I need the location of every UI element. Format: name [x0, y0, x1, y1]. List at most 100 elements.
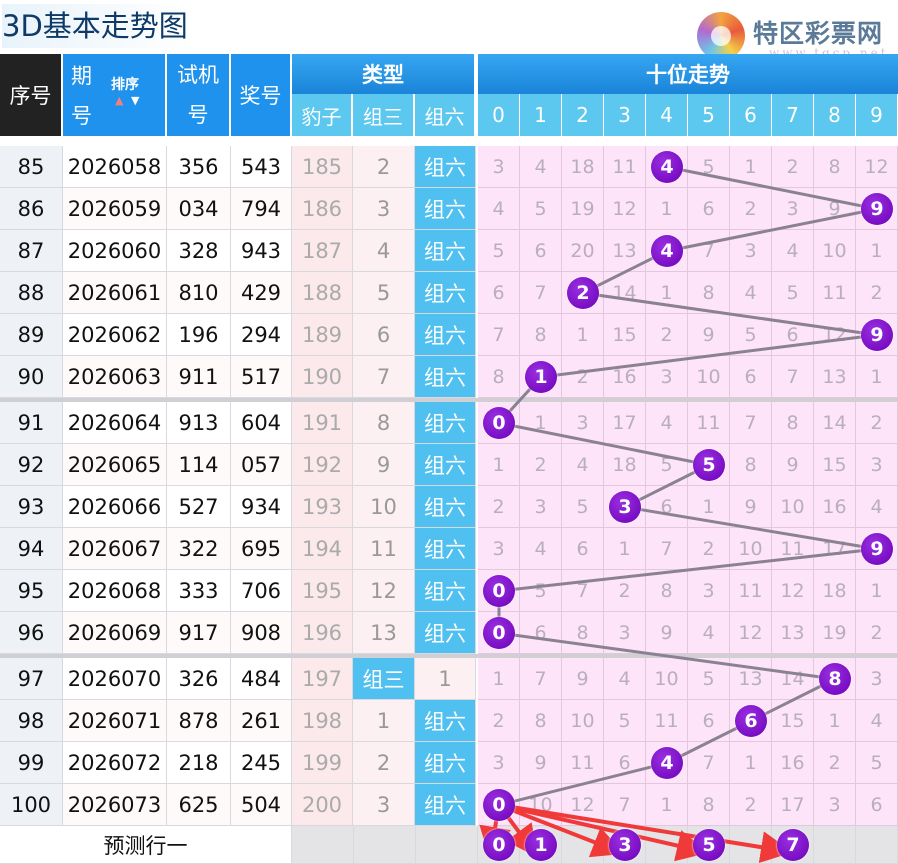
miss-cell: 7: [520, 272, 562, 314]
cell-test: 218: [167, 742, 231, 784]
cell-test: 034: [167, 188, 231, 230]
miss-cell: 6: [562, 528, 604, 570]
header-test: 试机 号: [167, 54, 231, 136]
cell-zuliu: 组六: [415, 612, 476, 654]
miss-cell: 4: [646, 402, 688, 444]
miss-cell: 13: [604, 230, 646, 272]
cell-issue: 2026068: [63, 570, 167, 612]
miss-cell: 13: [814, 356, 856, 398]
miss-cell: 5: [478, 230, 520, 272]
cell-zuliu: 组六: [415, 356, 476, 398]
sort-desc-icon[interactable]: ▼: [131, 94, 140, 107]
prediction-empty-cell: [416, 826, 478, 864]
group-separator: [0, 398, 898, 402]
miss-cell: 1: [646, 188, 688, 230]
miss-cell: 15: [604, 314, 646, 356]
miss-cell: 5: [604, 700, 646, 742]
miss-cell: 3: [478, 528, 520, 570]
cell-seq: 90: [0, 356, 63, 398]
miss-cell: 2: [856, 612, 898, 654]
miss-cell: 2: [562, 356, 604, 398]
miss-cell: 7: [688, 230, 730, 272]
digit-header-1: 1: [520, 94, 562, 136]
miss-cell: 2: [520, 444, 562, 486]
cell-zusan: 1: [353, 700, 415, 742]
hit-ball: 0: [483, 789, 515, 821]
prediction-cell[interactable]: [856, 826, 898, 864]
miss-cell: 4: [520, 528, 562, 570]
prediction-cell[interactable]: [730, 826, 772, 864]
miss-cell: 1: [646, 272, 688, 314]
cell-test: 114: [167, 444, 231, 486]
miss-cell: 7: [478, 314, 520, 356]
hit-ball: 4: [651, 235, 683, 267]
miss-cell: 8: [520, 314, 562, 356]
miss-cell: 7: [688, 742, 730, 784]
miss-cell: 11: [814, 272, 856, 314]
cell-prize: 245: [231, 742, 292, 784]
cell-baozi: 197: [292, 658, 353, 700]
miss-cell: 12: [814, 314, 856, 356]
miss-cell: 12: [856, 146, 898, 188]
cell-issue: 2026061: [63, 272, 167, 314]
miss-cell: 10: [688, 356, 730, 398]
cell-issue: 2026067: [63, 528, 167, 570]
digit-header-3: 3: [604, 94, 646, 136]
cell-seq: 87: [0, 230, 63, 272]
prediction-label: 预测行一: [0, 826, 292, 864]
miss-cell: 3: [604, 612, 646, 654]
prediction-cell[interactable]: [562, 826, 604, 864]
cell-prize: 706: [231, 570, 292, 612]
miss-cell: 2: [604, 570, 646, 612]
miss-cell: 12: [562, 784, 604, 826]
cell-seq: 86: [0, 188, 63, 230]
cell-baozi: 199: [292, 742, 353, 784]
miss-cell: 1: [520, 402, 562, 444]
cell-seq: 100: [0, 784, 63, 826]
cell-zuliu: 组六: [415, 528, 476, 570]
cell-prize: 943: [231, 230, 292, 272]
cell-issue: 2026070: [63, 658, 167, 700]
miss-cell: 10: [520, 784, 562, 826]
cell-issue: 2026058: [63, 146, 167, 188]
miss-cell: 2: [730, 188, 772, 230]
cell-seq: 85: [0, 146, 63, 188]
prediction-cell[interactable]: [646, 826, 688, 864]
cell-issue: 2026060: [63, 230, 167, 272]
miss-cell: 7: [562, 570, 604, 612]
cell-prize: 908: [231, 612, 292, 654]
miss-cell: 8: [730, 444, 772, 486]
cell-issue: 2026065: [63, 444, 167, 486]
hit-ball: 1: [525, 361, 557, 393]
sort-asc-icon[interactable]: ▲: [115, 94, 124, 107]
cell-test: 322: [167, 528, 231, 570]
prediction-cell[interactable]: [814, 826, 856, 864]
group-separator: [0, 654, 898, 658]
cell-seq: 91: [0, 402, 63, 444]
miss-cell: 3: [478, 742, 520, 784]
miss-cell: 2: [688, 528, 730, 570]
header-zusan: 组三: [353, 94, 415, 136]
cell-seq: 94: [0, 528, 63, 570]
miss-cell: 9: [730, 486, 772, 528]
cell-test: 196: [167, 314, 231, 356]
miss-cell: 6: [772, 314, 814, 356]
cell-issue: 2026072: [63, 742, 167, 784]
miss-cell: 9: [814, 188, 856, 230]
miss-cell: 1: [730, 146, 772, 188]
digit-header-7: 7: [772, 94, 814, 136]
miss-cell: 12: [604, 188, 646, 230]
cell-baozi: 186: [292, 188, 353, 230]
sort-button[interactable]: 排序: [111, 77, 139, 93]
miss-cell: 9: [772, 444, 814, 486]
cell-seq: 97: [0, 658, 63, 700]
header-issue[interactable]: 期 号 排序 ▲ ▼: [63, 54, 167, 136]
miss-cell: 2: [856, 402, 898, 444]
miss-cell: 19: [562, 188, 604, 230]
miss-cell: 17: [814, 528, 856, 570]
miss-cell: 2: [772, 146, 814, 188]
hit-ball: 4: [651, 151, 683, 183]
miss-cell: 8: [520, 700, 562, 742]
hit-ball: 5: [693, 449, 725, 481]
hit-ball: 8: [819, 663, 851, 695]
